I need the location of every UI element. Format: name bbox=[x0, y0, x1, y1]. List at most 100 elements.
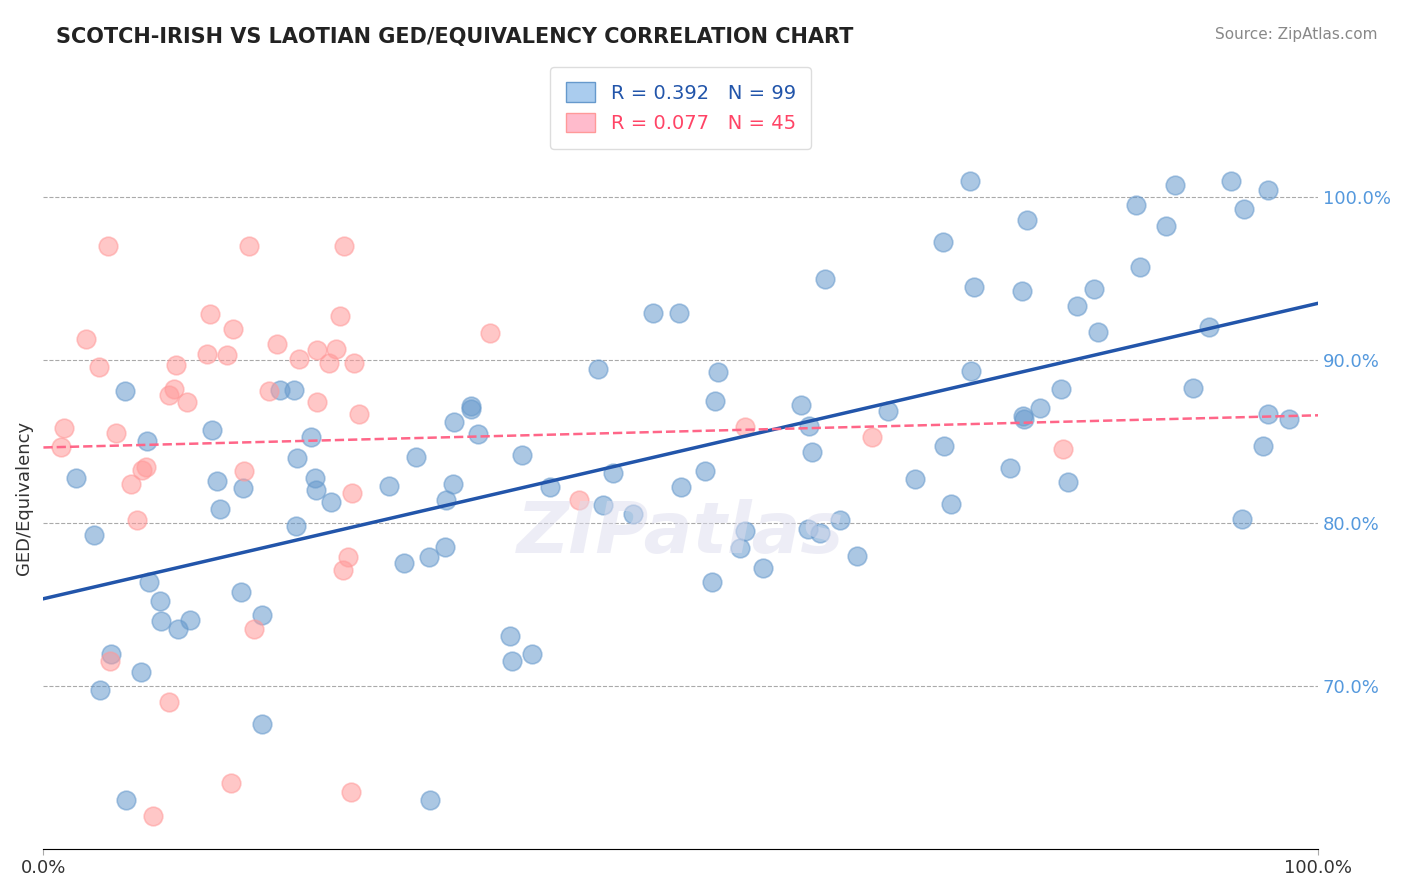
Scotch-Irish bbox=[877, 403, 900, 417]
Scotch-Irish bbox=[443, 415, 465, 429]
Scotch-Irish bbox=[1230, 512, 1253, 526]
Scotch-Irish bbox=[693, 464, 716, 478]
Legend: R = 0.392   N = 99, R = 0.077   N = 45: R = 0.392 N = 99, R = 0.077 N = 45 bbox=[550, 67, 811, 149]
Laotians bbox=[104, 426, 127, 441]
Scotch-Irish bbox=[1011, 285, 1033, 299]
Scotch-Irish bbox=[1257, 407, 1279, 421]
Scotch-Irish bbox=[668, 306, 690, 320]
Scotch-Irish bbox=[814, 272, 837, 286]
Scotch-Irish bbox=[1057, 475, 1080, 489]
Scotch-Irish bbox=[939, 497, 962, 511]
Laotians bbox=[343, 356, 366, 370]
Scotch-Irish bbox=[1017, 213, 1039, 227]
Laotians bbox=[340, 485, 363, 500]
Scotch-Irish bbox=[299, 430, 322, 444]
Laotians bbox=[49, 440, 72, 454]
Laotians bbox=[98, 654, 121, 668]
Scotch-Irish bbox=[441, 477, 464, 491]
Laotians bbox=[1052, 442, 1074, 456]
Laotians bbox=[568, 492, 591, 507]
Scotch-Irish bbox=[1083, 282, 1105, 296]
Laotians bbox=[347, 407, 370, 421]
Scotch-Irish bbox=[1233, 202, 1256, 216]
Laotians bbox=[195, 346, 218, 360]
Scotch-Irish bbox=[304, 471, 326, 485]
Scotch-Irish bbox=[1125, 197, 1147, 211]
Laotians bbox=[163, 383, 186, 397]
Text: ZIPatlas: ZIPatlas bbox=[517, 499, 845, 568]
Scotch-Irish bbox=[115, 793, 138, 807]
Scotch-Irish bbox=[846, 549, 869, 563]
Scotch-Irish bbox=[752, 560, 775, 574]
Scotch-Irish bbox=[828, 513, 851, 527]
Scotch-Irish bbox=[932, 235, 955, 249]
Scotch-Irish bbox=[510, 448, 533, 462]
Scotch-Irish bbox=[499, 629, 522, 643]
Scotch-Irish bbox=[704, 394, 727, 409]
Scotch-Irish bbox=[208, 502, 231, 516]
Scotch-Irish bbox=[621, 507, 644, 521]
Scotch-Irish bbox=[418, 550, 440, 565]
Laotians bbox=[257, 384, 280, 398]
Scotch-Irish bbox=[641, 306, 664, 320]
Scotch-Irish bbox=[1154, 219, 1177, 234]
Scotch-Irish bbox=[808, 526, 831, 541]
Scotch-Irish bbox=[959, 174, 981, 188]
Scotch-Irish bbox=[136, 434, 159, 449]
Scotch-Irish bbox=[65, 471, 87, 485]
Scotch-Irish bbox=[150, 615, 173, 629]
Scotch-Irish bbox=[592, 498, 614, 512]
Scotch-Irish bbox=[83, 528, 105, 542]
Scotch-Irish bbox=[1049, 382, 1071, 396]
Laotians bbox=[333, 239, 356, 253]
Laotians bbox=[318, 356, 340, 370]
Laotians bbox=[340, 784, 363, 798]
Laotians bbox=[337, 549, 360, 564]
Laotians bbox=[127, 513, 149, 527]
Scotch-Irish bbox=[801, 444, 824, 458]
Scotch-Irish bbox=[669, 480, 692, 494]
Scotch-Irish bbox=[269, 383, 291, 397]
Scotch-Irish bbox=[467, 426, 489, 441]
Laotians bbox=[131, 463, 153, 477]
Scotch-Irish bbox=[114, 384, 136, 398]
Scotch-Irish bbox=[963, 280, 986, 294]
Laotians bbox=[221, 321, 243, 335]
Scotch-Irish bbox=[1029, 401, 1052, 415]
Scotch-Irish bbox=[167, 623, 190, 637]
Laotians bbox=[198, 307, 221, 321]
Scotch-Irish bbox=[797, 522, 820, 536]
Laotians bbox=[325, 342, 347, 356]
Laotians bbox=[142, 809, 165, 823]
Scotch-Irish bbox=[1251, 439, 1274, 453]
Scotch-Irish bbox=[201, 423, 224, 437]
Scotch-Irish bbox=[520, 647, 543, 661]
Scotch-Irish bbox=[250, 717, 273, 731]
Scotch-Irish bbox=[904, 472, 927, 486]
Scotch-Irish bbox=[231, 585, 253, 599]
Scotch-Irish bbox=[89, 683, 111, 698]
Laotians bbox=[332, 563, 354, 577]
Laotians bbox=[242, 622, 264, 636]
Laotians bbox=[266, 337, 288, 351]
Scotch-Irish bbox=[501, 654, 523, 668]
Laotians bbox=[305, 394, 328, 409]
Laotians bbox=[52, 421, 75, 435]
Scotch-Irish bbox=[305, 483, 328, 497]
Scotch-Irish bbox=[728, 541, 751, 556]
Y-axis label: GED/Equivalency: GED/Equivalency bbox=[15, 421, 32, 575]
Laotians bbox=[176, 394, 198, 409]
Laotians bbox=[329, 310, 352, 324]
Scotch-Irish bbox=[1087, 325, 1109, 339]
Scotch-Irish bbox=[250, 607, 273, 622]
Laotians bbox=[734, 420, 756, 434]
Scotch-Irish bbox=[1257, 183, 1279, 197]
Text: SCOTCH-IRISH VS LAOTIAN GED/EQUIVALENCY CORRELATION CHART: SCOTCH-IRISH VS LAOTIAN GED/EQUIVALENCY … bbox=[56, 27, 853, 46]
Laotians bbox=[75, 332, 97, 346]
Laotians bbox=[219, 776, 242, 790]
Scotch-Irish bbox=[1278, 411, 1301, 425]
Laotians bbox=[135, 459, 157, 474]
Text: Source: ZipAtlas.com: Source: ZipAtlas.com bbox=[1215, 27, 1378, 42]
Laotians bbox=[238, 239, 260, 253]
Scotch-Irish bbox=[100, 647, 122, 661]
